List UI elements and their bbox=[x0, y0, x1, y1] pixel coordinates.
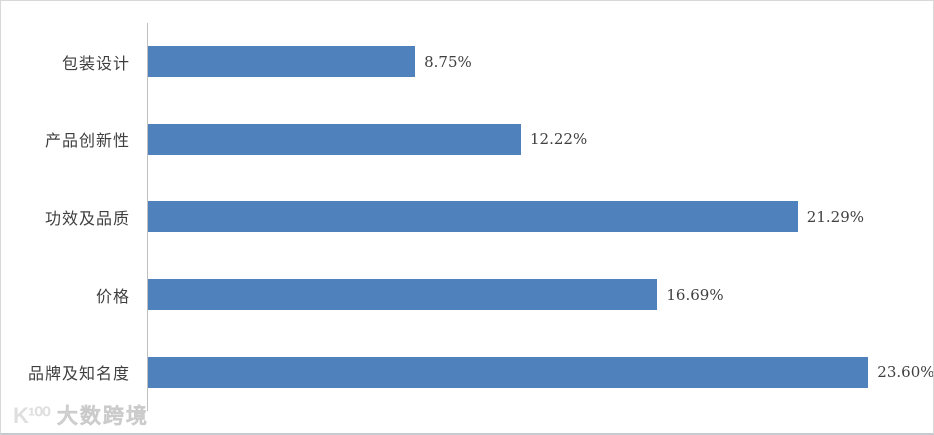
category-label: 功效及品质 bbox=[44, 208, 130, 228]
value-label: 8.75% bbox=[424, 52, 472, 71]
bar-3 bbox=[148, 279, 658, 311]
bar-1 bbox=[148, 123, 521, 155]
chart-row: 功效及品质 21.29% bbox=[45, 178, 927, 256]
value-label: 16.69% bbox=[666, 285, 724, 304]
value-label: 12.22% bbox=[530, 130, 588, 149]
bar-0 bbox=[148, 46, 416, 78]
category-label: 产品创新性 bbox=[44, 131, 130, 151]
watermark-logo-icon: K¹⁰⁰ bbox=[13, 403, 51, 428]
chart-row: 品牌及知名度 23.60% bbox=[28, 333, 933, 411]
plot-area: 包装设计 8.75% 产品创新性 12.22% 功效及品质 21.29% 价格 16.69% 品… bbox=[28, 23, 933, 411]
chart-row: 包装设计 8.75% bbox=[62, 23, 927, 101]
category-label: 包装设计 bbox=[61, 53, 130, 73]
value-label: 21.29% bbox=[806, 207, 864, 226]
chart-row: 产品创新性 12.22% bbox=[45, 101, 927, 179]
chart-rows: 包装设计 8.75% 产品创新性 12.22% 功效及品质 21.29% 价格 16.69% 品… bbox=[28, 23, 933, 411]
category-label: 品牌及知名度 bbox=[27, 364, 130, 384]
chart-row: 价格 16.69% bbox=[96, 256, 927, 334]
category-label: 价格 bbox=[95, 286, 130, 306]
value-label: 23.60% bbox=[877, 363, 934, 382]
bar-4 bbox=[148, 356, 869, 388]
bar-2 bbox=[148, 201, 798, 233]
watermark: K¹⁰⁰ 大数跨境 bbox=[13, 400, 149, 430]
watermark-text: 大数跨境 bbox=[56, 405, 149, 429]
